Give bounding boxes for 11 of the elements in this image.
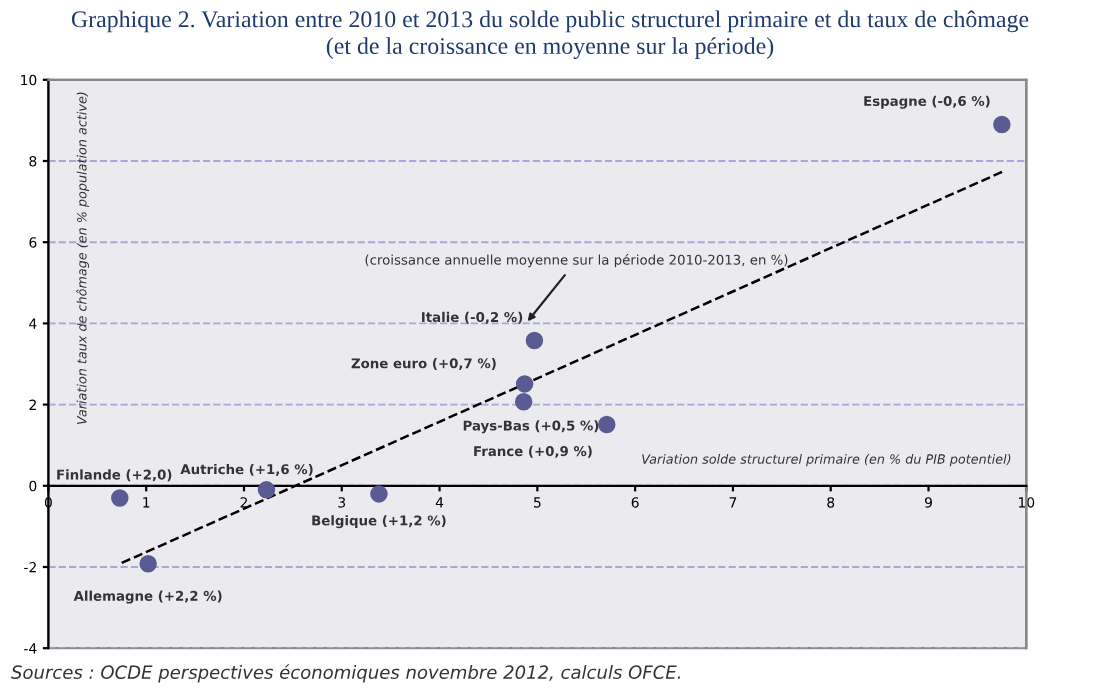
point [514,393,533,411]
source-note: Sources : OCDE perspectives économiques novembre 2012, calculs OFCE. [11,664,681,683]
chart-title: Graphique 2. Variation entre 2010 et 2013 du solde public structurel primaire et du taux de chômage (et de la croissance en moyenne sur la période) [71,10,1029,60]
point [111,489,129,507]
point [139,555,157,573]
point [370,485,388,503]
point [993,115,1011,134]
point [598,415,616,434]
point [525,331,544,350]
point [257,481,276,499]
point [515,375,534,393]
